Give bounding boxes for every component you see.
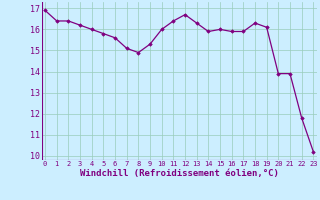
X-axis label: Windchill (Refroidissement éolien,°C): Windchill (Refroidissement éolien,°C) — [80, 169, 279, 178]
